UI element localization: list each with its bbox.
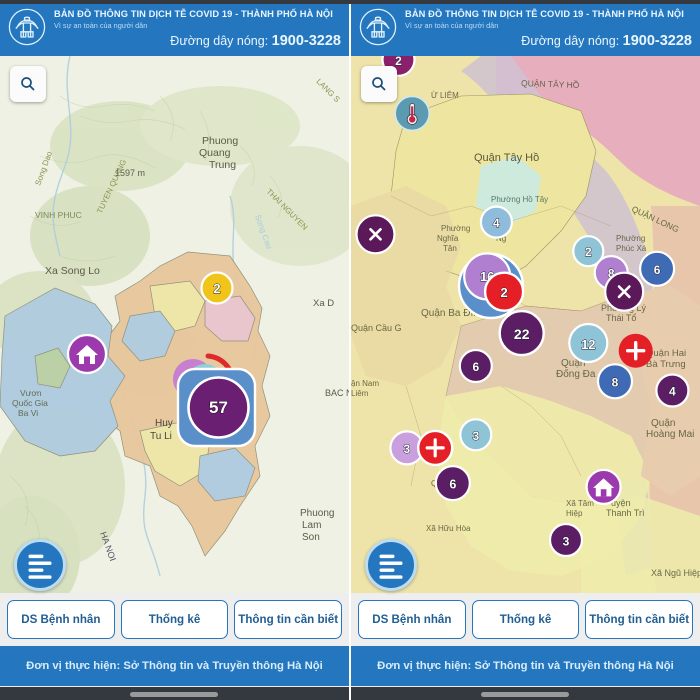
- svg-text:6: 6: [472, 360, 479, 374]
- svg-text:6: 6: [654, 263, 661, 277]
- svg-text:8: 8: [612, 376, 619, 390]
- svg-text:3: 3: [404, 442, 411, 456]
- svg-text:2: 2: [585, 245, 592, 259]
- svg-text:2: 2: [500, 285, 507, 300]
- svg-text:12: 12: [581, 337, 595, 352]
- svg-text:6: 6: [449, 478, 456, 492]
- svg-text:3: 3: [563, 535, 570, 549]
- svg-text:3: 3: [472, 429, 479, 443]
- svg-text:2: 2: [395, 56, 402, 68]
- svg-text:4: 4: [669, 385, 676, 399]
- svg-text:4: 4: [493, 216, 500, 230]
- svg-text:22: 22: [514, 326, 530, 342]
